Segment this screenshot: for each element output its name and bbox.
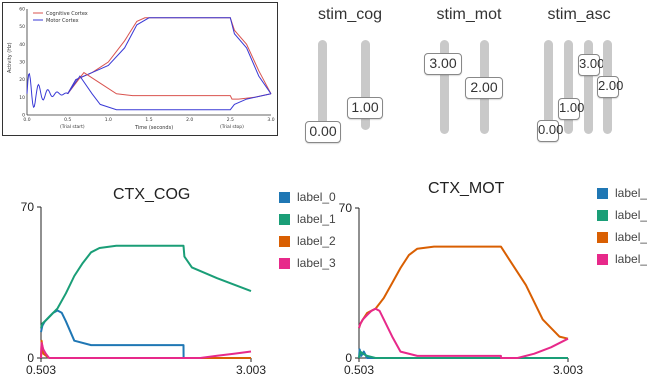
stim-asc-slider-3-thumb[interactable]: 2.00 [597, 76, 623, 98]
ref-x-tick-label: 2.0 [186, 117, 193, 123]
ref-x-label: Time (seconds) [134, 125, 173, 131]
ref-legend-cog-label: Cognitive Cortex [46, 11, 88, 17]
ref-cog-low-line [67, 71, 272, 100]
stim-asc-slider-0-track[interactable] [544, 40, 553, 134]
ref-y-tick-label: 0 [22, 113, 25, 119]
ref-y-tick-label: 40 [19, 42, 25, 48]
legend-label: label_0 [297, 190, 336, 204]
ref-y-tick-label: 10 [19, 95, 25, 101]
ref-trial-start-label: (Trial start) [60, 124, 85, 130]
legend-item-label-3[interactable]: label_3 [597, 248, 647, 270]
legend-item-label-0[interactable]: label_0 [597, 182, 647, 204]
series-line-label-2 [358, 245, 569, 340]
chart-mot-title: CTX_MOT [428, 180, 505, 197]
stim-asc-slider-1-thumb[interactable]: 1.00 [558, 98, 584, 120]
legend-label: label_3 [297, 256, 336, 270]
stim-cog-slider-1-thumb[interactable]: 1.00 [347, 97, 383, 119]
legend-swatch-3 [279, 257, 290, 269]
ref-legend-mot-label: Motor Cortex [46, 18, 79, 24]
legend-label: label_2 [615, 230, 647, 244]
chart-mot-plot: 0 70 0.503 3.003 [339, 201, 584, 377]
series-line-label-3 [40, 341, 252, 359]
chart-cog-title: CTX_COG [113, 186, 191, 203]
ref-x-tick-label: 0.5 [64, 117, 71, 123]
ref-x-tick-label: 3.0 [267, 117, 274, 123]
legend-item-label-0[interactable]: label_0 [279, 186, 336, 208]
series-line-label-0 [40, 309, 251, 359]
stim-asc-slider-1-track[interactable] [564, 40, 573, 134]
ref-y-tick-label: 50 [19, 24, 25, 30]
legend-swatch-1 [597, 209, 608, 221]
ref-x-tick-label: 2.5 [227, 117, 234, 123]
y-tick-label: 0 [27, 351, 34, 365]
legend-swatch-0 [597, 187, 608, 199]
legend-swatch-3 [597, 253, 608, 265]
x-tick-label: 3.003 [236, 363, 266, 377]
stim-asc-slider-2-thumb[interactable]: 3.00 [578, 54, 604, 76]
ref-mot-low-line [67, 75, 272, 111]
stim-mot-title: stim_mot [436, 6, 502, 23]
stim-asc-slider-2-track[interactable] [584, 40, 593, 134]
stim-cog-slider-0-thumb[interactable]: 0.00 [305, 121, 341, 143]
stim-mot-slider-0-track[interactable] [440, 40, 449, 134]
stim-mot-slider-1-thumb[interactable]: 2.00 [465, 77, 503, 99]
stim-cog-slider-1-track[interactable] [361, 40, 370, 130]
x-tick-label: 0.503 [344, 363, 374, 377]
ref-x-tick-label: 0.0 [23, 117, 30, 123]
legend-item-label-1[interactable]: label_1 [279, 208, 336, 230]
y-tick-label: 0 [345, 351, 352, 365]
ref-y-tick-label: 20 [19, 77, 25, 83]
ref-y-label: Activity (Hz) [7, 42, 13, 73]
legend-swatch-2 [597, 231, 608, 243]
legend-swatch-2 [279, 235, 290, 247]
ref-x-tick-label: 1.5 [145, 117, 152, 123]
ref-oscillation-line [26, 72, 69, 109]
y-tick-label: 70 [21, 200, 35, 214]
chart-cog-legend: label_0 label_1 label_2 label_3 [279, 186, 336, 274]
reference-plot-svg: 0 10 20 30 40 50 60 0.0 0.5 1.0 1.5 2.0 2.5 3.0 Cogn… [7, 7, 275, 132]
legend-item-label-3[interactable]: label_3 [279, 252, 336, 274]
series-line-label-3 [358, 307, 569, 359]
stim-cog-slider-0-track[interactable] [318, 40, 327, 136]
stim-cog-title: stim_cog [317, 6, 383, 23]
reference-activity-plot: 0 10 20 30 40 50 60 0.0 0.5 1.0 1.5 2.0 2.5 3.0 Cogn… [2, 2, 278, 136]
ref-x-tick-label: 1.0 [105, 117, 112, 123]
ref-trial-stop-label: (Trial stop) [220, 124, 244, 130]
x-tick-label: 3.003 [553, 363, 583, 377]
legend-label: label_3 [615, 252, 647, 266]
legend-label: label_1 [615, 208, 647, 222]
x-tick-label: 0.503 [26, 363, 56, 377]
ref-y-ticks: 0 10 20 30 40 50 60 [19, 7, 25, 119]
legend-item-label-1[interactable]: label_1 [597, 204, 647, 226]
legend-item-label-2[interactable]: label_2 [279, 230, 336, 252]
series-line-label-1 [40, 244, 252, 329]
ref-x-ticks: 0.0 0.5 1.0 1.5 2.0 2.5 3.0 [23, 117, 274, 123]
legend-label: label_1 [297, 212, 336, 226]
stim-asc-slider-0-thumb[interactable]: 0.00 [537, 120, 563, 142]
ref-mot-high-line [67, 17, 272, 95]
stim-mot-slider-0-thumb[interactable]: 3.00 [424, 53, 462, 75]
legend-swatch-0 [279, 191, 290, 203]
ref-y-tick-label: 30 [19, 60, 25, 66]
chart-cog-plot: 0 70 0.503 3.003 [21, 200, 267, 377]
legend-label: label_2 [297, 234, 336, 248]
chart-mot-legend: label_0 label_1 label_2 label_3 [597, 182, 647, 270]
ref-y-tick-label: 60 [19, 7, 25, 13]
y-tick-label: 70 [339, 201, 353, 215]
legend-label: label_0 [615, 186, 647, 200]
legend-item-label-2[interactable]: label_2 [597, 226, 647, 248]
stim-asc-title: stim_asc [547, 6, 611, 23]
legend-swatch-1 [279, 213, 290, 225]
